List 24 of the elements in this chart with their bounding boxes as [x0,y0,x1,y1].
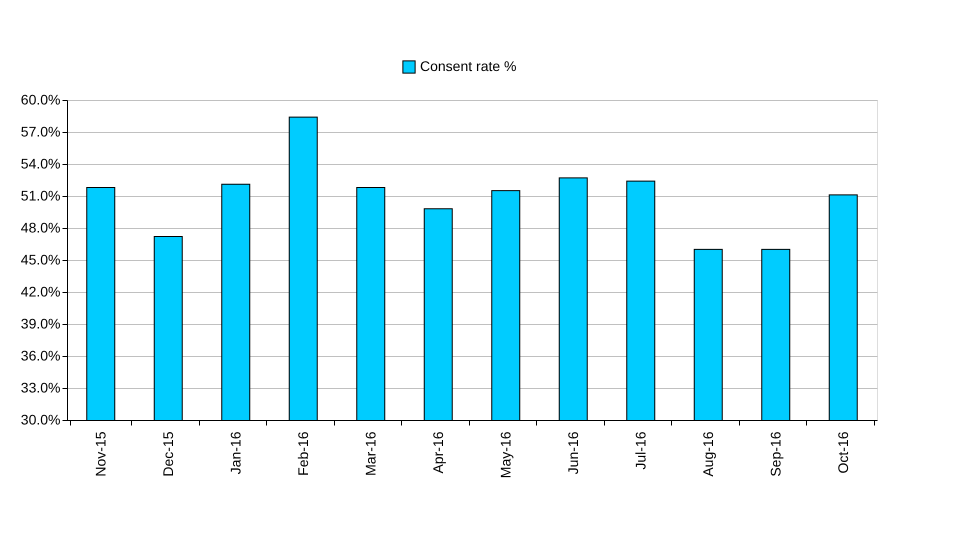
x-tick-label: Apr-16 [430,431,446,474]
y-tick-label: 51.0% [20,188,60,204]
x-tick-label: Jan-16 [227,431,244,474]
y-tick-label: 48.0% [20,220,60,236]
y-tick-label: 42.0% [20,284,60,300]
y-tick-label: 30.0% [20,412,60,428]
x-tick-label: May-16 [497,431,514,478]
y-tick-label: 54.0% [20,156,60,172]
x-tick-label: Nov-15 [92,431,108,477]
x-tick-label: Sep-16 [767,431,784,477]
y-tick-label: 60.0% [20,92,60,108]
x-tick-label: Jun-16 [564,431,581,474]
x-tick-label: Feb-16 [294,431,311,476]
x-tick-label: Mar-16 [362,431,378,476]
y-tick-label: 39.0% [20,316,60,332]
x-tick-label: Oct-16 [834,431,851,474]
y-tick-label: 57.0% [20,124,60,140]
y-tick-label: 36.0% [20,348,60,364]
legend-label: Consent rate % [420,58,516,74]
x-tick-label: Aug-16 [700,431,716,477]
y-tick-label: 33.0% [20,380,60,396]
x-tick-label: Dec-15 [160,431,176,477]
y-tick-label: 45.0% [20,252,60,268]
x-tick-label: Jul-16 [632,431,648,470]
